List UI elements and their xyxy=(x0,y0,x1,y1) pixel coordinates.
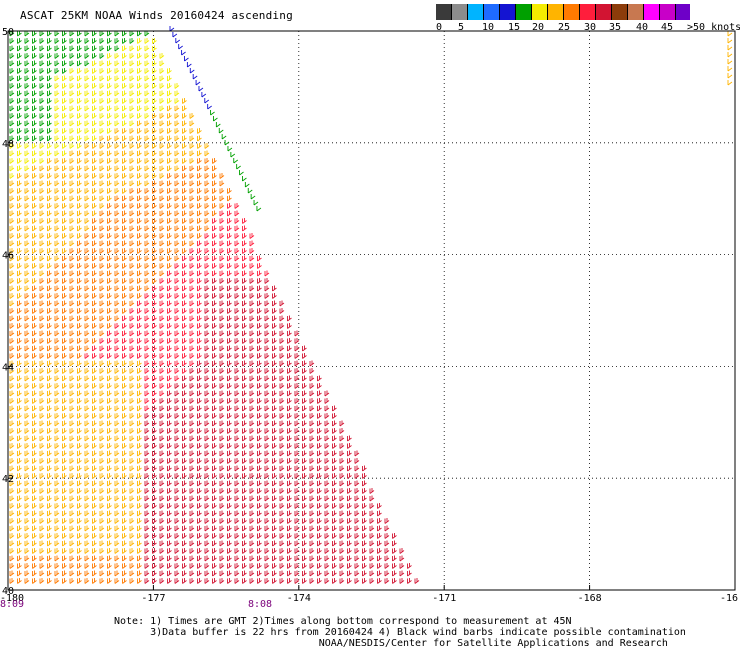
longitude-label: -180 xyxy=(0,593,24,604)
legend-swatch xyxy=(580,4,596,20)
longitude-label: -177 xyxy=(141,593,165,604)
legend-swatch xyxy=(484,4,500,20)
legend-label: 5 xyxy=(458,22,465,33)
legend-label: 30 xyxy=(584,22,597,33)
latitude-label: 44 xyxy=(2,362,14,373)
legend-label: 20 xyxy=(532,22,545,33)
legend-label: 40 xyxy=(636,22,649,33)
longitude-label: -174 xyxy=(287,593,311,604)
longitude-label: -171 xyxy=(432,593,456,604)
time-label-0: 8:09 xyxy=(0,599,25,610)
note-line: 3)Data buffer is 22 hrs from 20160424 4)… xyxy=(114,627,686,638)
legend-swatch xyxy=(548,4,564,20)
legend-swatch xyxy=(516,4,532,20)
notes: Note: 1) Times are GMT 2)Times along bot… xyxy=(114,616,686,649)
legend-label: 15 xyxy=(508,22,521,33)
legend-swatch xyxy=(500,4,516,20)
legend-swatch xyxy=(468,4,484,20)
legend-label: >50 knots xyxy=(687,22,740,33)
map-frame xyxy=(7,30,736,591)
wind-speed-legend: 0 5 10 15 20 25 30 35 40 45 >50 knots xyxy=(436,4,740,38)
latitude-labels: 50 48 46 44 42 40 xyxy=(2,27,14,597)
longitude-labels: -180 -177 -174 -171 -168 -16 xyxy=(0,593,738,604)
legend-label: 10 xyxy=(482,22,495,33)
legend-label: 45 xyxy=(661,22,674,33)
legend-swatch xyxy=(564,4,580,20)
legend-swatch xyxy=(532,4,548,20)
latitude-label: 42 xyxy=(2,474,14,485)
legend-swatch xyxy=(660,4,676,20)
latitude-label: 40 xyxy=(2,586,14,597)
latitude-label: 50 xyxy=(2,27,14,38)
legend-swatch xyxy=(676,4,690,20)
latitude-label: 46 xyxy=(2,251,14,262)
note-line: NOAA/NESDIS/Center for Satellite Applica… xyxy=(114,638,668,649)
legend-label: 0 xyxy=(436,22,443,33)
wind-barb-swath xyxy=(9,26,733,584)
legend-label: 35 xyxy=(609,22,622,33)
time-label-1: 8:08 xyxy=(248,599,273,610)
note-line: Note: 1) Times are GMT 2)Times along bot… xyxy=(114,616,572,627)
latitude-label: 48 xyxy=(2,139,14,150)
chart-title: ASCAT 25KM NOAA Winds 20160424 ascending xyxy=(20,9,293,22)
legend-color-bar xyxy=(436,4,690,20)
longitude-label: -168 xyxy=(578,593,602,604)
legend-swatch xyxy=(628,4,644,20)
legend-swatch xyxy=(596,4,612,20)
legend-swatch xyxy=(452,4,468,20)
legend-swatch xyxy=(612,4,628,20)
legend-swatch xyxy=(436,4,452,20)
longitude-label: -16 xyxy=(720,593,738,604)
legend-swatch xyxy=(644,4,660,20)
legend-label: 25 xyxy=(558,22,571,33)
